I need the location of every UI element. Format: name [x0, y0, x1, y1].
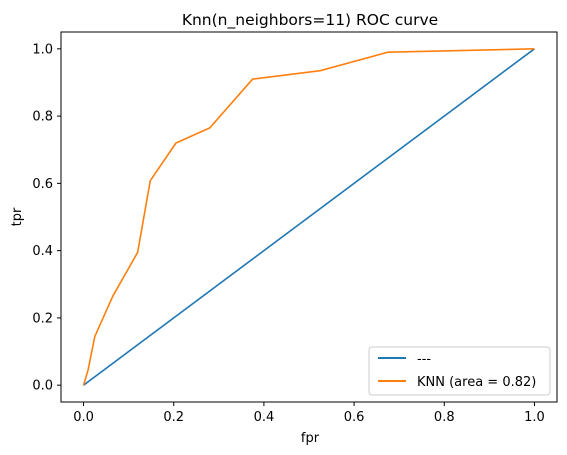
y-axis-ticks: 0.0 0.2 0.4 0.6 0.8 1.0 — [32, 42, 61, 394]
x-tick-label: 0.8 — [434, 410, 455, 425]
y-tick-label: 0.6 — [32, 177, 53, 192]
y-tick-label: 0.8 — [32, 110, 53, 125]
series-layer — [82, 48, 535, 386]
x-axis-label: fpr — [301, 431, 320, 446]
x-tick-label: 1.0 — [524, 410, 545, 425]
y-tick-label: 0.4 — [32, 244, 53, 259]
y-tick-label: 0.2 — [32, 311, 53, 326]
legend-box — [368, 346, 551, 396]
y-tick-label: 1.0 — [32, 42, 53, 57]
legend-label-series-1: --- — [417, 352, 431, 367]
x-tick-label: 0.0 — [73, 410, 94, 425]
legend: --- KNN (area = 0.82) — [368, 346, 551, 396]
y-axis-label: tpr — [10, 207, 25, 226]
legend-label-series-2: KNN (area = 0.82) — [417, 375, 536, 390]
x-tick-label: 0.6 — [344, 410, 365, 425]
chart-title: Knn(n_neighbors=11) ROC curve — [182, 11, 438, 30]
plot-area: 0.0 0.2 0.4 0.6 0.8 1.0 0.0 0.2 0.4 0.6 0.8 1.0 — [32, 31, 558, 425]
x-tick-label: 0.2 — [163, 410, 184, 425]
series-line-1 — [83, 48, 535, 386]
x-axis-ticks: 0.0 0.2 0.4 0.6 0.8 1.0 — [73, 402, 545, 425]
axes-frame — [60, 31, 558, 403]
series-line-2 — [82, 48, 535, 386]
x-tick-label: 0.4 — [254, 410, 275, 425]
y-tick-label: 0.0 — [32, 379, 53, 394]
